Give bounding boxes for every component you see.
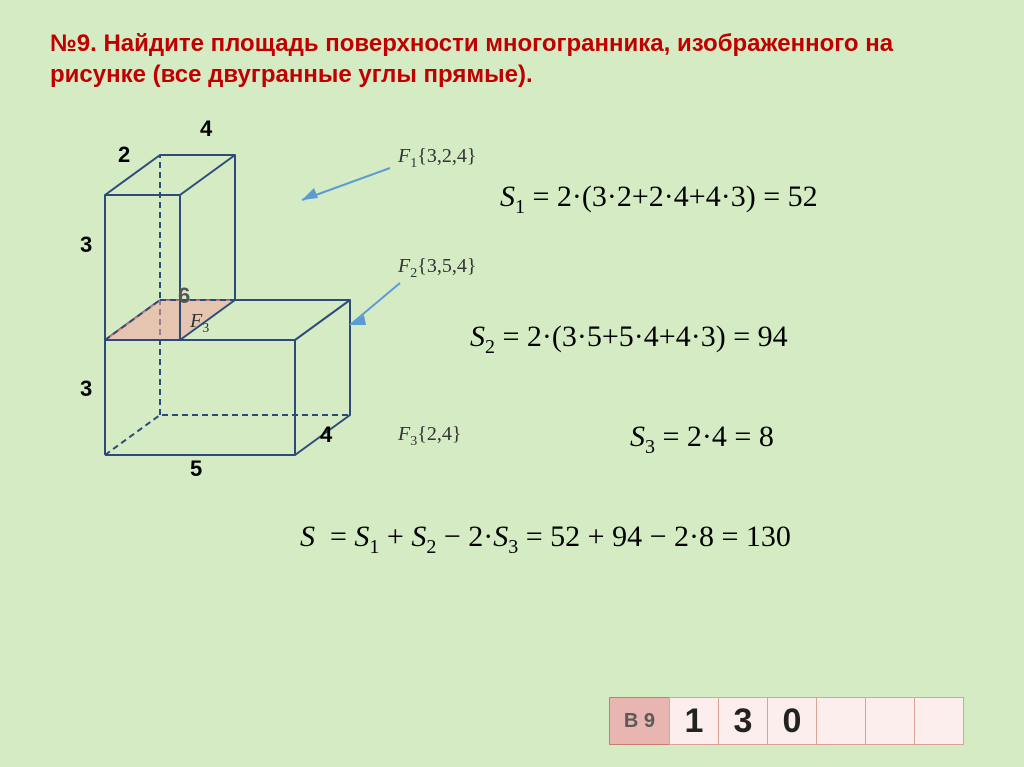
f1-annotation: F1{3,2,4} <box>398 145 476 172</box>
dim-bot-height: 3 <box>80 376 92 402</box>
answer-box: В 9 1 3 0 <box>609 697 964 745</box>
answer-cell-2: 0 <box>767 697 817 745</box>
dim-top-width: 2 <box>118 142 130 168</box>
answer-label: В 9 <box>609 697 670 745</box>
equation-s2: S2 = 2·(3·5+5·4+4·3) = 94 <box>470 320 788 359</box>
answer-cell-3 <box>816 697 866 745</box>
dim-top-depth: 4 <box>200 116 212 142</box>
arrow-f2 <box>340 275 410 335</box>
f3-diagram-label: F3 <box>190 310 209 337</box>
f3-annotation: F3{2,4} <box>398 423 461 450</box>
arrow-f1 <box>290 160 400 210</box>
dim-mid-length: 6 <box>178 283 190 309</box>
equation-final: S = S1 + S2 − 2·S3 = 52 + 94 − 2·8 = 130 <box>300 520 791 559</box>
problem-title: №9. Найдите площадь поверхности многогра… <box>50 28 994 90</box>
dim-bot-width: 5 <box>190 456 202 482</box>
answer-cell-1: 3 <box>718 697 768 745</box>
equation-s3: S3 = 2·4 = 8 <box>630 420 774 459</box>
answer-cell-0: 1 <box>669 697 719 745</box>
equation-s1: S1 = 2·(3·2+2·4+4·3) = 52 <box>500 180 818 219</box>
dim-top-height: 3 <box>80 232 92 258</box>
answer-cell-4 <box>865 697 915 745</box>
dim-bot-depth: 4 <box>320 422 332 448</box>
answer-cell-5 <box>914 697 964 745</box>
